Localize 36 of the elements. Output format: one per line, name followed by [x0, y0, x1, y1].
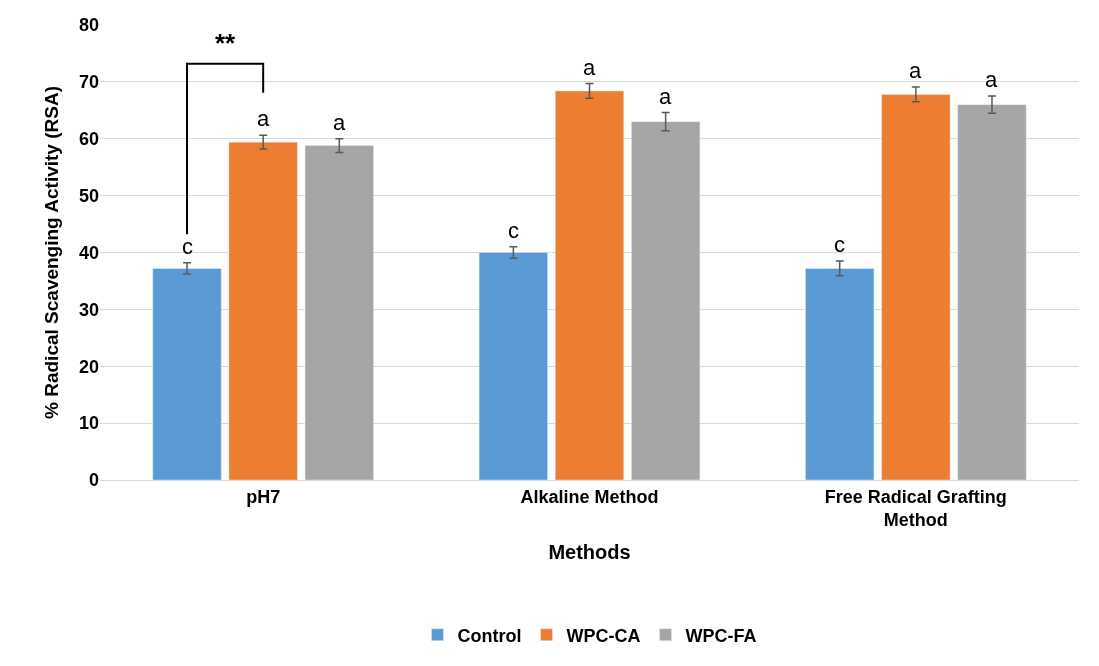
- data-label: a: [909, 58, 922, 83]
- y-tick-label: 0: [88, 470, 99, 491]
- x-tick-label: pH7: [246, 486, 281, 507]
- x-axis-title: Methods: [548, 540, 631, 563]
- bar: [228, 141, 298, 480]
- legend-label: WPC-CA: [566, 625, 641, 646]
- bar: [478, 252, 548, 480]
- y-tick-label: 50: [78, 185, 99, 206]
- data-label: a: [985, 67, 998, 92]
- data-label: a: [257, 106, 270, 131]
- annotation: **: [215, 28, 237, 58]
- legend-label: WPC-FA: [685, 625, 757, 646]
- bar: [554, 90, 625, 480]
- bar: [805, 268, 875, 480]
- data-label: a: [659, 84, 672, 109]
- y-tick-label: 10: [78, 413, 99, 434]
- bar: [957, 104, 1027, 480]
- y-tick-label: 80: [78, 15, 99, 36]
- y-tick-label: 40: [78, 242, 99, 263]
- x-tick-label: Alkaline Method: [520, 486, 659, 507]
- data-label: a: [333, 110, 346, 135]
- y-tick-label: 70: [78, 72, 99, 93]
- bar: [881, 94, 951, 480]
- data-label: c: [508, 218, 519, 243]
- bar: [152, 268, 222, 480]
- y-tick-label: 20: [78, 356, 99, 377]
- data-label: c: [182, 234, 193, 259]
- bar: [631, 121, 701, 480]
- y-tick-label: 60: [78, 129, 99, 150]
- x-tick-label: Free Radical Grafting Method: [824, 486, 1007, 530]
- bar: [304, 145, 374, 480]
- data-label: a: [583, 55, 596, 80]
- y-tick-label: 30: [78, 299, 99, 320]
- data-label: c: [834, 232, 845, 257]
- legend-label: Control: [457, 625, 522, 646]
- y-axis-title: % Radical Scavenging Activity (RSA): [40, 86, 62, 419]
